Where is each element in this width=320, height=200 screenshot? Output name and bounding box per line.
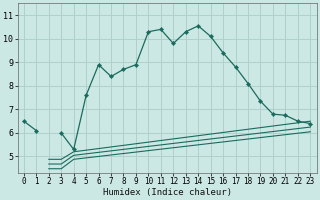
X-axis label: Humidex (Indice chaleur): Humidex (Indice chaleur): [103, 188, 232, 197]
